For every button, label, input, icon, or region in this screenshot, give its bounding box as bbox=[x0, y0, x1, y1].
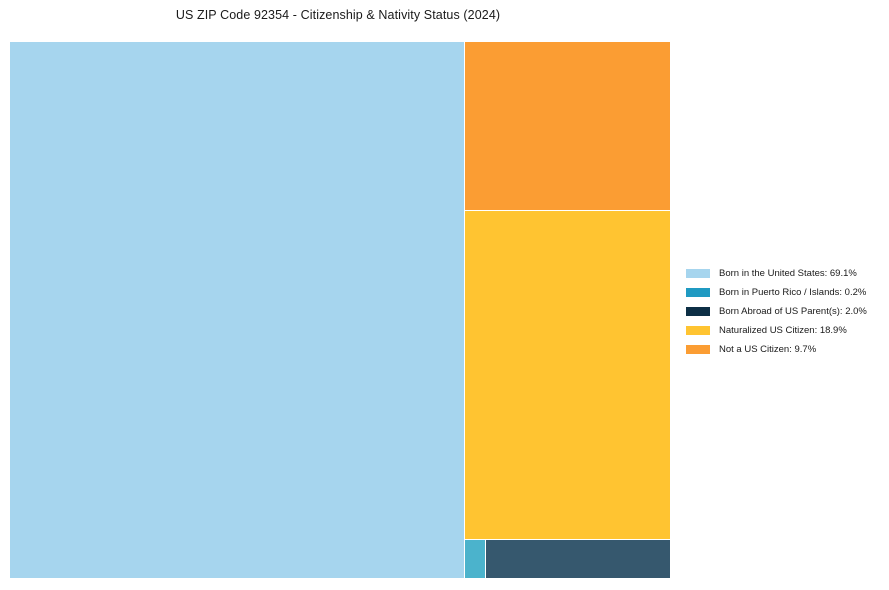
legend-item[interactable]: Born Abroad of US Parent(s): 2.0% bbox=[686, 302, 881, 321]
legend-item-label: Not a US Citizen: 9.7% bbox=[719, 343, 817, 355]
treemap-tile[interactable] bbox=[10, 42, 464, 578]
legend-item[interactable]: Born in the United States: 69.1% bbox=[686, 264, 881, 283]
legend-swatch-icon bbox=[686, 345, 710, 354]
legend-item[interactable]: Not a US Citizen: 9.7% bbox=[686, 340, 881, 359]
legend-item-label: Born in Puerto Rico / Islands: 0.2% bbox=[719, 286, 867, 298]
treemap-tile[interactable] bbox=[465, 540, 485, 578]
treemap-tile[interactable] bbox=[486, 540, 670, 578]
legend-item-label: Born Abroad of US Parent(s): 2.0% bbox=[719, 305, 867, 317]
legend-item[interactable]: Born in Puerto Rico / Islands: 0.2% bbox=[686, 283, 881, 302]
legend-swatch-icon bbox=[686, 269, 710, 278]
legend-item-label: Born in the United States: 69.1% bbox=[719, 267, 857, 279]
legend-swatch-icon bbox=[686, 326, 710, 335]
chart-title: US ZIP Code 92354 - Citizenship & Nativi… bbox=[175, 8, 501, 22]
legend-swatch-icon bbox=[686, 288, 710, 297]
legend-item[interactable]: Naturalized US Citizen: 18.9% bbox=[686, 321, 881, 340]
treemap-tile[interactable] bbox=[465, 211, 670, 539]
treemap-tile[interactable] bbox=[465, 42, 670, 210]
legend-item-label: Naturalized US Citizen: 18.9% bbox=[719, 324, 847, 336]
legend-swatch-icon bbox=[686, 307, 710, 316]
chart-legend: Born in the United States: 69.1% Born in … bbox=[686, 264, 881, 359]
treemap-plot-area bbox=[10, 42, 670, 578]
